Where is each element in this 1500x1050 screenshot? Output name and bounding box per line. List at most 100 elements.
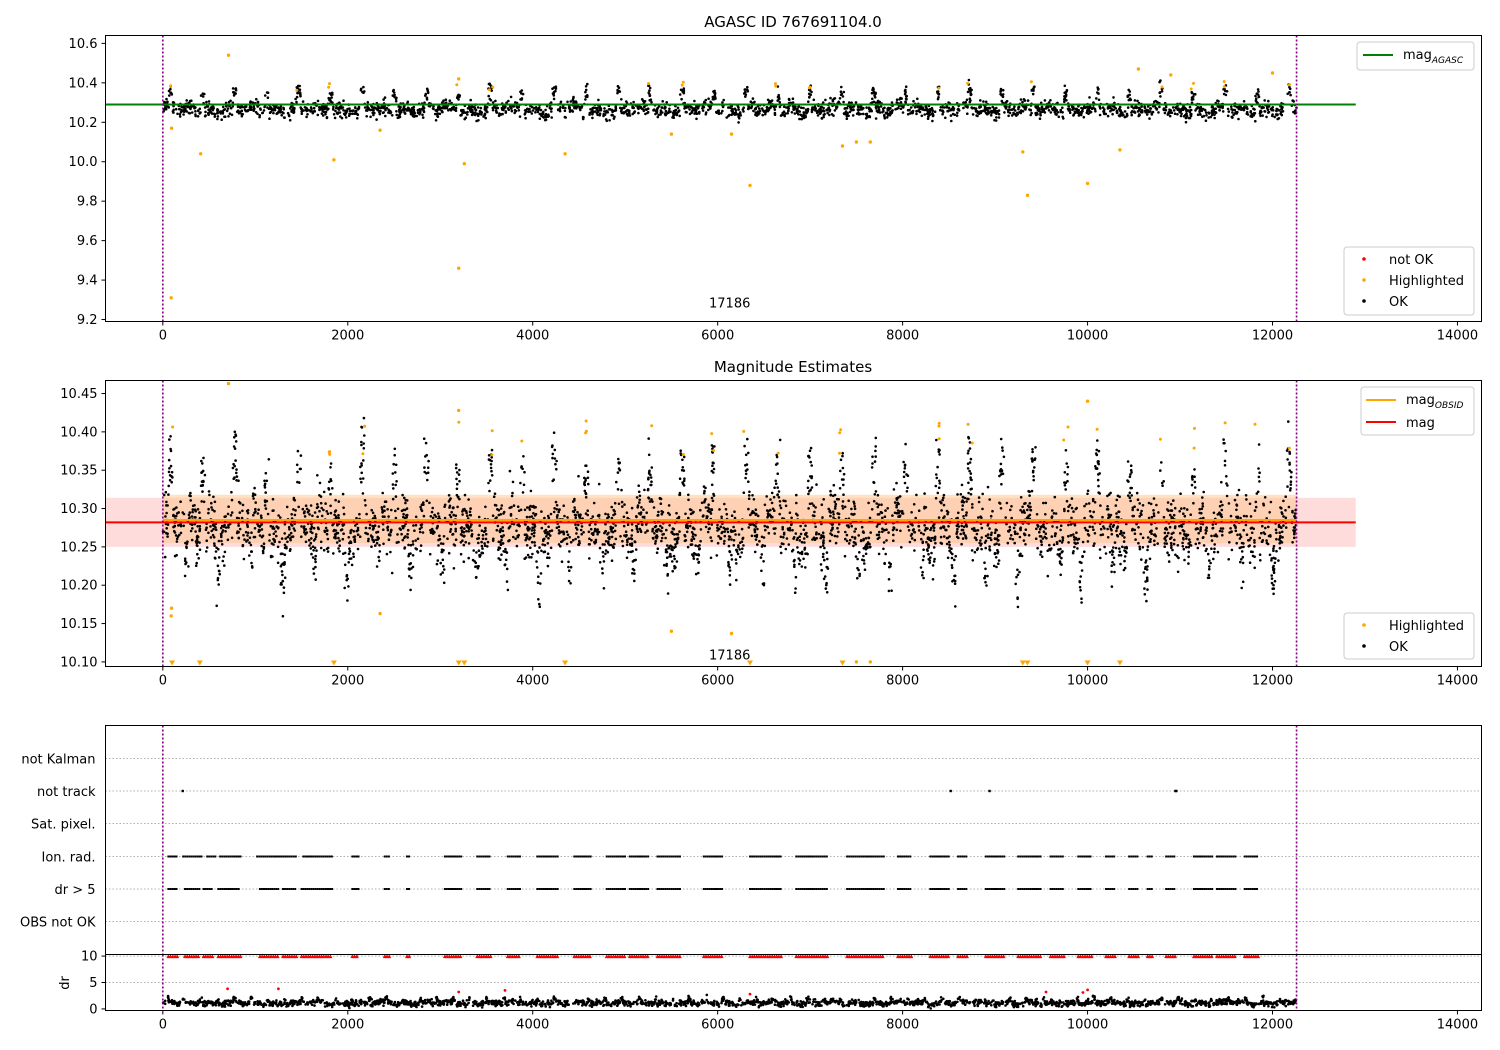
ok-point xyxy=(861,112,865,116)
ok-point xyxy=(1078,580,1082,584)
ok-point xyxy=(275,534,278,538)
ok-point xyxy=(883,561,886,565)
ok-point xyxy=(324,112,327,116)
ok-point xyxy=(213,500,217,504)
ok-point xyxy=(225,109,229,113)
ok-point xyxy=(1257,443,1261,446)
x-tick-label: 0 xyxy=(159,674,167,689)
ok-point xyxy=(1241,561,1245,565)
ok-point xyxy=(984,100,988,104)
obsid-label: 17186 xyxy=(709,297,750,312)
ok-point xyxy=(1198,507,1201,511)
ok-point xyxy=(587,482,590,486)
ok-point xyxy=(694,533,697,537)
ok-point xyxy=(556,108,560,112)
ok-point xyxy=(555,526,559,530)
ok-point xyxy=(466,113,469,116)
ok-point xyxy=(1225,494,1229,498)
ok-point xyxy=(347,536,351,539)
ok-point xyxy=(874,91,877,95)
ok-point xyxy=(242,533,245,537)
ok-point xyxy=(956,527,959,531)
ok-point xyxy=(327,96,331,100)
ok-point xyxy=(527,108,531,111)
ok-point xyxy=(531,109,535,112)
ok-point xyxy=(504,558,508,562)
ok-point xyxy=(956,493,959,496)
ok-point xyxy=(543,516,546,520)
ok-point xyxy=(774,479,777,483)
ok-point xyxy=(463,527,466,530)
ok-point xyxy=(1137,106,1141,110)
ok-point xyxy=(489,466,493,470)
ok-point xyxy=(766,98,770,102)
ok-point xyxy=(1106,505,1109,508)
highlighted-point xyxy=(729,132,734,136)
highlighted-point xyxy=(563,152,567,156)
ok-point xyxy=(1114,546,1118,550)
ok-point xyxy=(540,549,543,553)
ok-point xyxy=(588,113,591,116)
ok-point xyxy=(467,530,471,533)
ok-point xyxy=(370,105,374,109)
ok-point xyxy=(403,536,406,540)
ok-point xyxy=(1108,525,1112,528)
ok-point xyxy=(207,531,210,535)
ok-point xyxy=(387,111,390,114)
ok-point xyxy=(886,107,889,111)
ok-point xyxy=(1053,534,1057,538)
ok-point xyxy=(960,542,963,546)
ok-point xyxy=(815,532,818,536)
ok-point xyxy=(825,583,828,587)
ok-point xyxy=(552,431,556,435)
ok-point xyxy=(261,111,264,115)
ok-point xyxy=(1185,534,1188,538)
ok-point xyxy=(235,468,238,471)
ok-point xyxy=(1128,93,1131,97)
ok-point xyxy=(421,113,424,117)
ok-point xyxy=(827,507,830,511)
ok-point xyxy=(942,496,945,500)
ok-point xyxy=(282,107,286,111)
ok-point xyxy=(797,113,800,116)
ok-point xyxy=(899,107,903,111)
ok-point xyxy=(1021,505,1024,509)
ok-point xyxy=(1094,465,1097,468)
ok-point xyxy=(342,506,345,510)
ok-point xyxy=(185,542,188,545)
ok-point xyxy=(1254,500,1258,504)
ok-point xyxy=(1001,88,1005,92)
ok-point xyxy=(1235,508,1238,512)
highlighted-point xyxy=(462,162,466,166)
ok-point xyxy=(529,504,532,508)
ok-point xyxy=(897,106,900,110)
ok-point xyxy=(1150,113,1154,116)
ok-point xyxy=(977,112,981,115)
ok-point xyxy=(575,107,578,110)
ok-point xyxy=(171,101,175,104)
ok-point xyxy=(436,559,440,562)
ok-point xyxy=(944,116,947,120)
ok-point xyxy=(477,515,481,519)
ok-point xyxy=(1289,93,1292,97)
ok-point xyxy=(795,493,798,497)
ok-point xyxy=(647,470,651,474)
ok-point xyxy=(517,109,521,112)
ok-point xyxy=(1267,525,1270,529)
ok-point xyxy=(230,490,233,494)
ok-point xyxy=(357,107,361,110)
ok-point xyxy=(847,542,851,545)
ok-point xyxy=(510,109,514,113)
highlighted-point xyxy=(854,140,859,144)
ok-point xyxy=(919,531,923,535)
ok-point xyxy=(1168,108,1171,111)
ok-point xyxy=(870,466,874,469)
ok-point xyxy=(1024,105,1027,109)
ok-point xyxy=(1212,107,1215,111)
ok-point xyxy=(591,515,595,518)
ok-point xyxy=(204,110,207,114)
ok-point xyxy=(939,535,943,539)
ok-point xyxy=(191,508,195,511)
ok-point xyxy=(1063,100,1066,104)
ok-point xyxy=(1051,509,1054,512)
